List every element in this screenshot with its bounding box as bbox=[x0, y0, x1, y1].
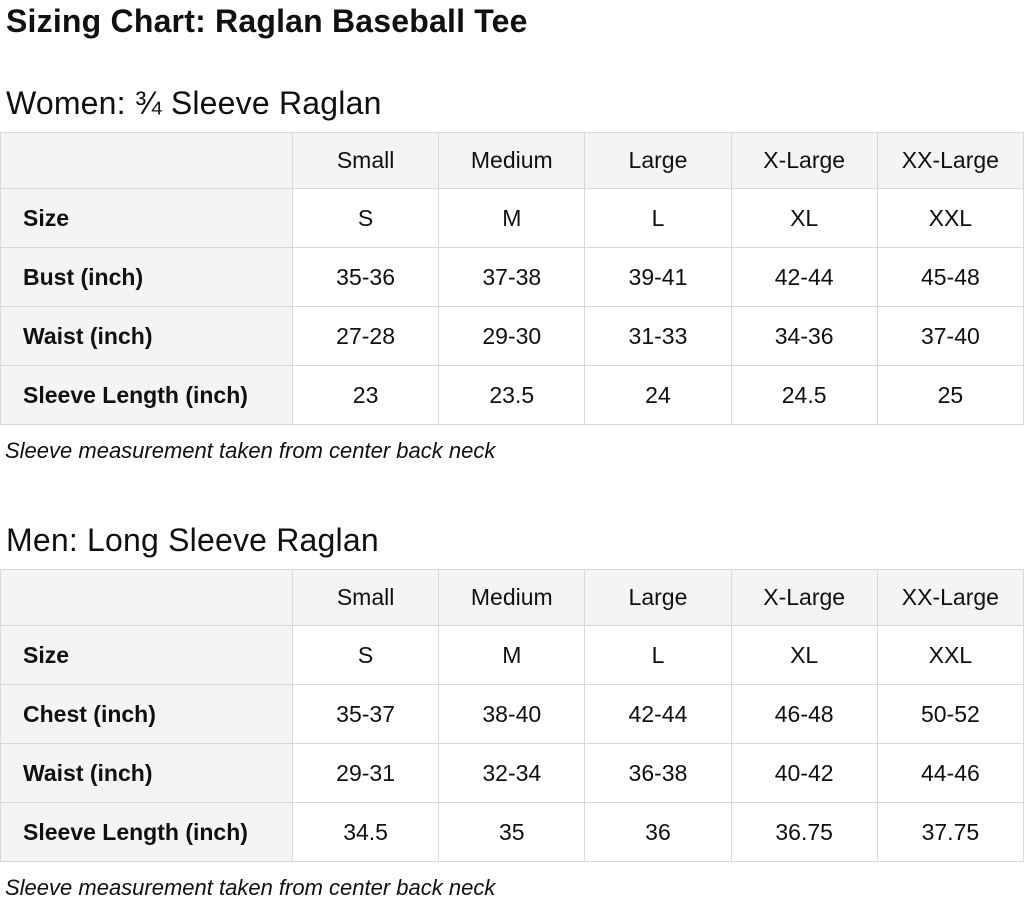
column-header-cell: X-Large bbox=[730, 132, 878, 189]
women-sizing-table: Small Medium Large X-Large XX-Large Size S M L X… bbox=[0, 132, 1024, 425]
value-cell: 44-46 bbox=[876, 743, 1024, 803]
column-header-cell: Small bbox=[291, 132, 440, 189]
value-cell: 35-36 bbox=[291, 247, 440, 307]
column-header-cell: Large bbox=[584, 569, 732, 626]
row-label-cell: Sleeve Length (inch) bbox=[0, 365, 293, 425]
value-cell: M bbox=[438, 625, 586, 685]
column-header-row: Small Medium Large X-Large XX-Large bbox=[0, 132, 1024, 189]
value-cell: 29-30 bbox=[438, 306, 586, 366]
table-row: Size S M L XL XXL bbox=[0, 625, 1024, 685]
row-label-cell: Sleeve Length (inch) bbox=[0, 802, 293, 862]
value-cell: M bbox=[438, 188, 586, 248]
value-cell: 42-44 bbox=[730, 247, 878, 307]
value-cell: 42-44 bbox=[584, 684, 732, 744]
value-cell: 38-40 bbox=[438, 684, 586, 744]
column-header-cell: Large bbox=[584, 132, 732, 189]
value-cell: L bbox=[584, 625, 732, 685]
value-cell: XL bbox=[730, 625, 878, 685]
value-cell: 29-31 bbox=[291, 743, 440, 803]
column-header-cell: XX-Large bbox=[876, 132, 1024, 189]
table-header-row: Small Medium Large X-Large XX-Large bbox=[0, 132, 1024, 189]
table-row: Waist (inch) 29-31 32-34 36-38 40-42 44-46 bbox=[0, 743, 1024, 803]
table-row: Sleeve Length (inch) 23 23.5 24 24.5 25 bbox=[0, 365, 1024, 425]
section-women: Women: ¾ Sleeve Raglan Small Medium Large X… bbox=[0, 84, 1024, 464]
row-label-cell: Chest (inch) bbox=[0, 684, 293, 744]
sleeve-measurement-note-men: Sleeve measurement taken from center bac… bbox=[5, 875, 496, 900]
value-cell: 35 bbox=[438, 802, 586, 862]
column-header-row: Small Medium Large X-Large XX-Large bbox=[0, 569, 1024, 626]
table-row: Chest (inch) 35-37 38-40 42-44 46-48 50-52 bbox=[0, 684, 1024, 744]
corner-header-cell bbox=[0, 569, 293, 626]
column-header-cell: X-Large bbox=[730, 569, 878, 626]
section-heading-women: Women: ¾ Sleeve Raglan bbox=[6, 85, 382, 121]
value-cell: 40-42 bbox=[730, 743, 878, 803]
table-header-row: Small Medium Large X-Large XX-Large bbox=[0, 569, 1024, 626]
table-body: Size S M L XL XXL Chest (inch) 35-37 38-40 42-44 4… bbox=[0, 625, 1024, 862]
column-header-cell: Medium bbox=[438, 569, 586, 626]
value-cell: 24.5 bbox=[730, 365, 878, 425]
row-label-cell: Waist (inch) bbox=[0, 743, 293, 803]
row-label-cell: Size bbox=[0, 625, 293, 685]
value-cell: XXL bbox=[876, 188, 1024, 248]
value-cell: XL bbox=[730, 188, 878, 248]
table-row: Sleeve Length (inch) 34.5 35 36 36.75 37.75 bbox=[0, 802, 1024, 862]
value-cell: 45-48 bbox=[876, 247, 1024, 307]
value-cell: S bbox=[291, 188, 440, 248]
value-cell: 39-41 bbox=[584, 247, 732, 307]
column-header-cell: Medium bbox=[438, 132, 586, 189]
value-cell: XXL bbox=[876, 625, 1024, 685]
table-row: Size S M L XL XXL bbox=[0, 188, 1024, 248]
value-cell: 36-38 bbox=[584, 743, 732, 803]
value-cell: 34.5 bbox=[291, 802, 440, 862]
value-cell: 36.75 bbox=[730, 802, 878, 862]
value-cell: 32-34 bbox=[438, 743, 586, 803]
value-cell: 37-38 bbox=[438, 247, 586, 307]
sleeve-measurement-note-women: Sleeve measurement taken from center bac… bbox=[5, 438, 496, 463]
table-body: Size S M L XL XXL Bust (inch) 35-36 37-38 39-41 42… bbox=[0, 188, 1024, 425]
value-cell: S bbox=[291, 625, 440, 685]
value-cell: 23.5 bbox=[438, 365, 586, 425]
column-header-cell: Small bbox=[291, 569, 440, 626]
column-header-cell: XX-Large bbox=[876, 569, 1024, 626]
table-row: Waist (inch) 27-28 29-30 31-33 34-36 37-40 bbox=[0, 306, 1024, 366]
table-row: Bust (inch) 35-36 37-38 39-41 42-44 45-48 bbox=[0, 247, 1024, 307]
row-label-cell: Bust (inch) bbox=[0, 247, 293, 307]
section-men: Men: Long Sleeve Raglan Small Medium Large… bbox=[0, 521, 1024, 901]
row-label-cell: Waist (inch) bbox=[0, 306, 293, 366]
value-cell: 31-33 bbox=[584, 306, 732, 366]
corner-header-cell bbox=[0, 132, 293, 189]
value-cell: L bbox=[584, 188, 732, 248]
value-cell: 35-37 bbox=[291, 684, 440, 744]
value-cell: 25 bbox=[876, 365, 1024, 425]
value-cell: 24 bbox=[584, 365, 732, 425]
section-heading-men: Men: Long Sleeve Raglan bbox=[6, 522, 379, 558]
row-label-cell: Size bbox=[0, 188, 293, 248]
value-cell: 23 bbox=[291, 365, 440, 425]
page-title: Sizing Chart: Raglan Baseball Tee bbox=[6, 3, 528, 39]
value-cell: 34-36 bbox=[730, 306, 878, 366]
men-sizing-table: Small Medium Large X-Large XX-Large Size S M L X… bbox=[0, 569, 1024, 862]
value-cell: 37-40 bbox=[876, 306, 1024, 366]
value-cell: 37.75 bbox=[876, 802, 1024, 862]
value-cell: 27-28 bbox=[291, 306, 440, 366]
value-cell: 50-52 bbox=[876, 684, 1024, 744]
value-cell: 36 bbox=[584, 802, 732, 862]
value-cell: 46-48 bbox=[730, 684, 878, 744]
